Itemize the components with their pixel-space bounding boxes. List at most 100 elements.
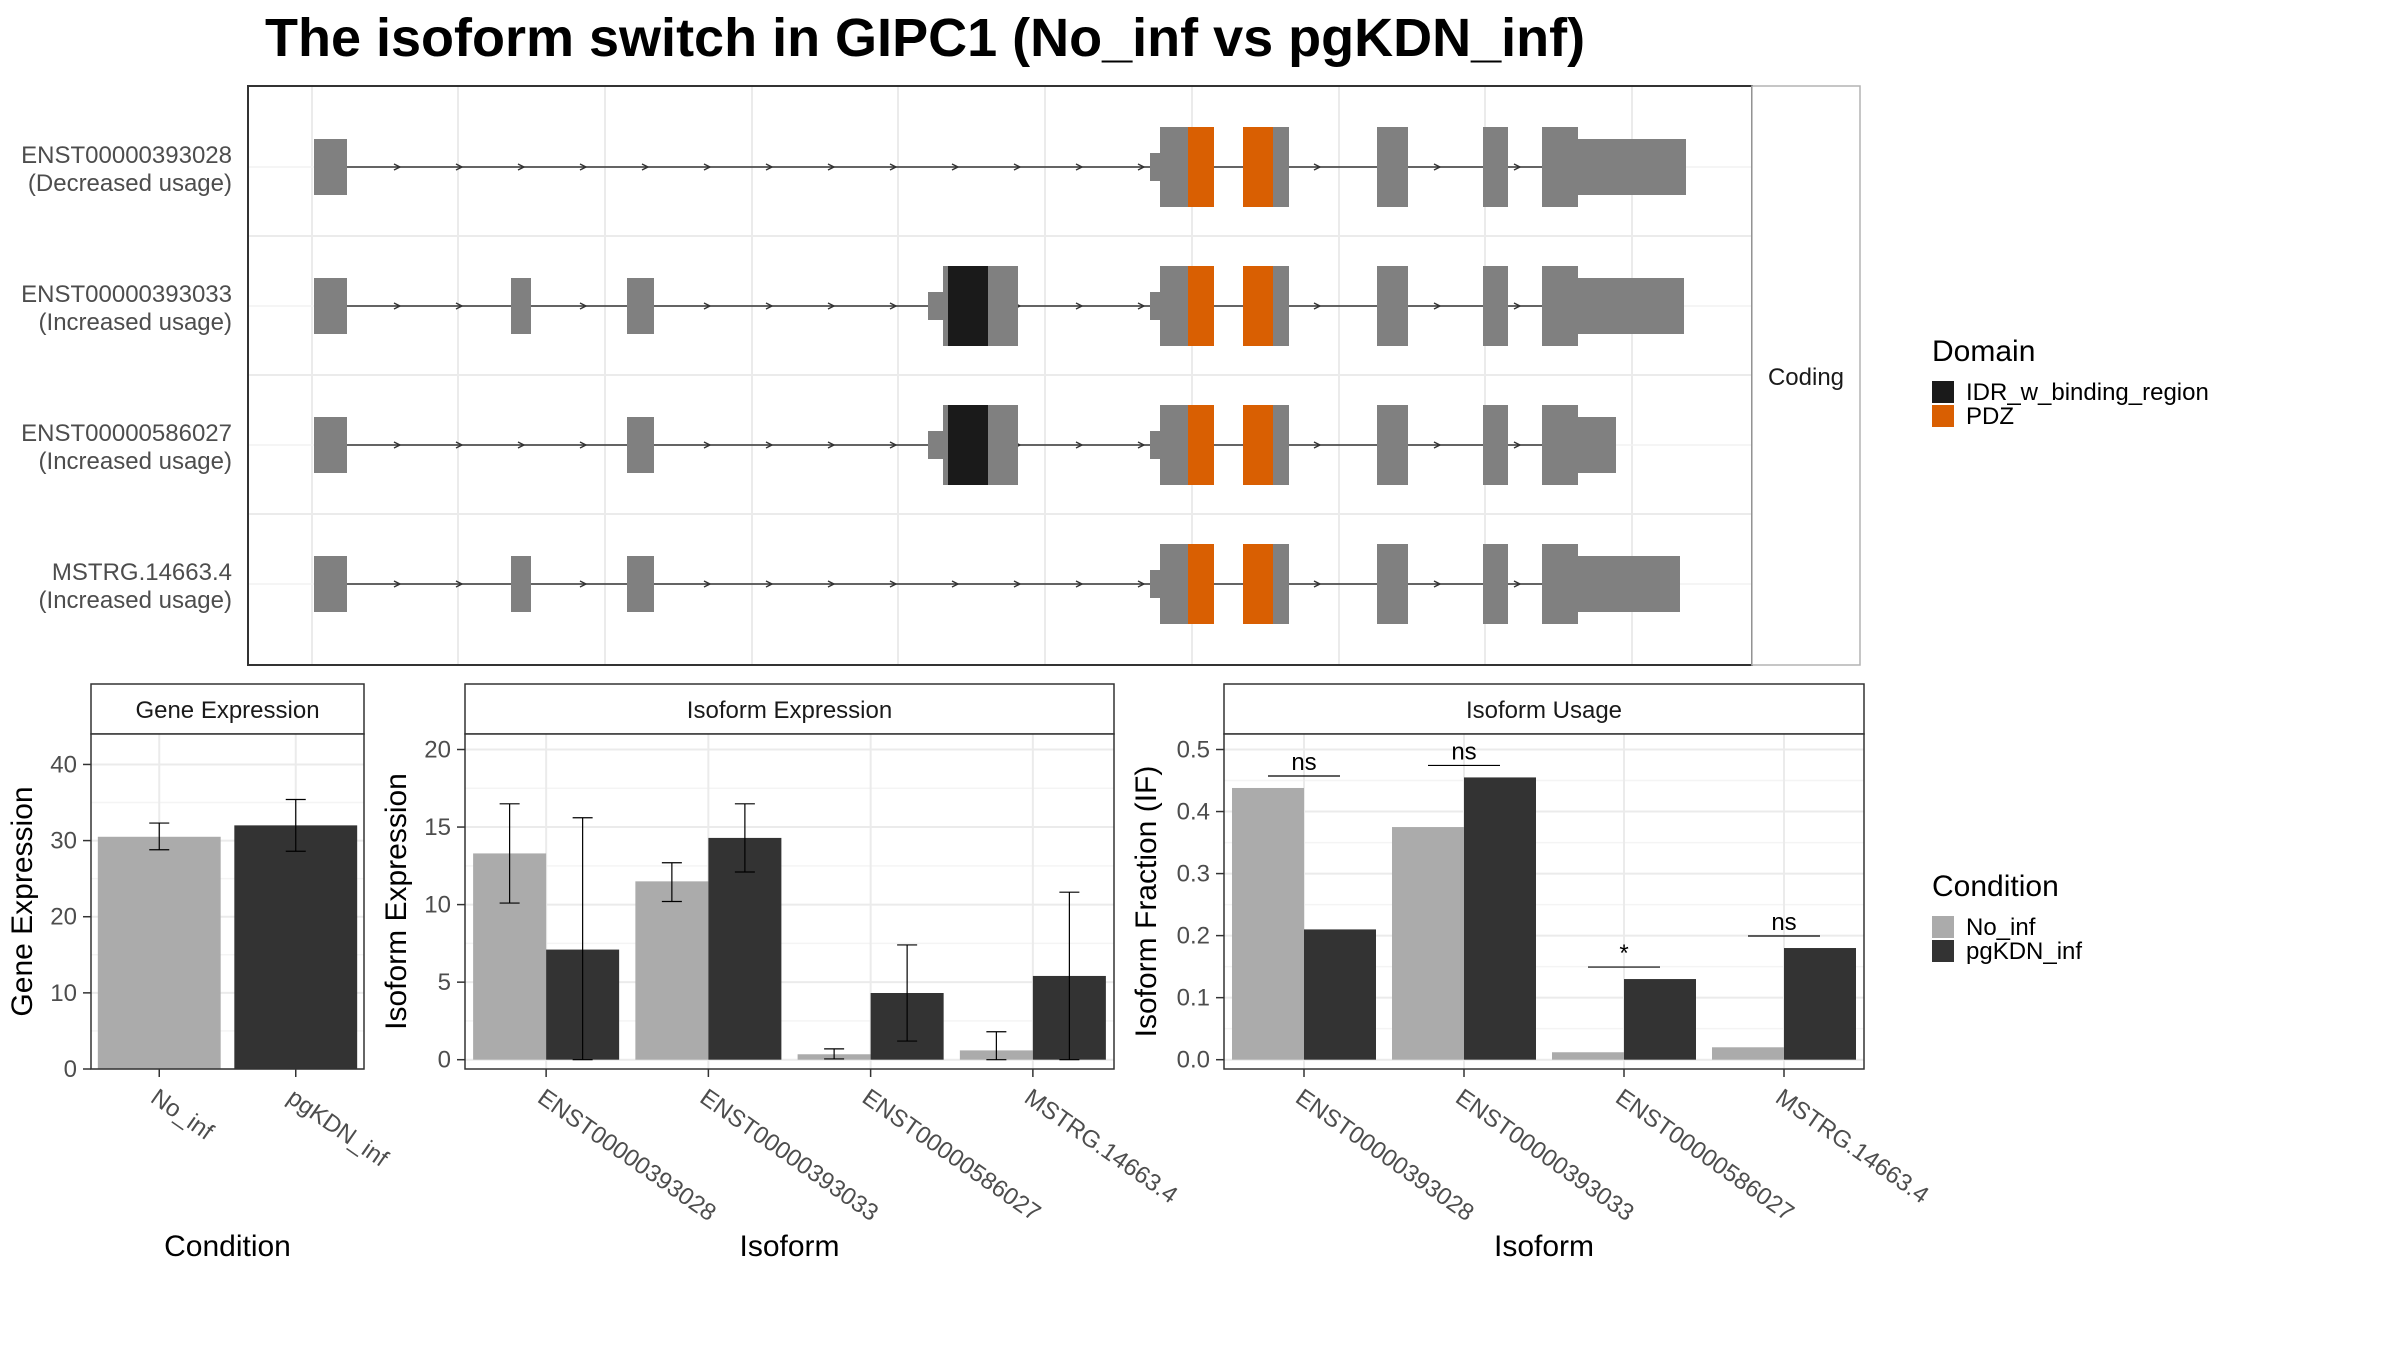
- y-tick-label: 20: [424, 737, 451, 764]
- exon: [943, 266, 948, 346]
- y-axis-title: Isoform Fraction (IF): [1130, 766, 1163, 1038]
- isoform-usage-label: (Decreased usage): [28, 170, 232, 197]
- bar: [1552, 1052, 1624, 1060]
- exon: [627, 556, 654, 612]
- intron-direction-arrow: [1433, 441, 1442, 449]
- isoform-usage-label: (Increased usage): [39, 448, 232, 475]
- intron-direction-arrow: [455, 580, 464, 588]
- panel-border: [1223, 733, 1865, 1070]
- panel-strip: [1223, 683, 1865, 735]
- exon: [1483, 266, 1508, 346]
- panel-border: [90, 733, 365, 1070]
- intron-direction-arrow: [827, 441, 836, 449]
- x-tick-label: No_inf: [146, 1084, 219, 1146]
- y-tick-label: 40: [50, 751, 77, 778]
- isoform-row-enst00000393028: [314, 127, 1686, 207]
- exon: [1160, 405, 1188, 485]
- structure-strip: [1751, 85, 1861, 666]
- intron-direction-arrow: [889, 302, 898, 310]
- condition-legend-label-pgkdn-inf: pgKDN_inf: [1966, 938, 2082, 965]
- exon: [1542, 544, 1578, 624]
- isoform-usage-label: (Increased usage): [39, 587, 232, 614]
- isoform-row-mstrg.14663.4: [314, 544, 1680, 624]
- panel-strip: [464, 683, 1115, 735]
- utr-exon: [1150, 431, 1162, 459]
- intron-direction-arrow: [1513, 163, 1522, 171]
- pdz-domain-exon: [1243, 544, 1273, 624]
- exon: [988, 266, 1018, 346]
- isoform-id-label: ENST00000586027: [21, 420, 232, 447]
- intron-direction-arrow: [827, 580, 836, 588]
- intron-direction-arrow: [1313, 163, 1322, 171]
- y-tick-label: 0: [438, 1047, 451, 1074]
- exon: [1542, 405, 1578, 485]
- exon: [988, 405, 1018, 485]
- bar: [1392, 827, 1464, 1060]
- intron-direction-arrow: [1013, 163, 1022, 171]
- idr-domain-exon: [948, 266, 988, 346]
- significance-label: *: [1619, 940, 1628, 967]
- exon: [1273, 266, 1289, 346]
- exon: [1377, 544, 1408, 624]
- bar: [1784, 948, 1856, 1060]
- bar: [708, 837, 782, 1060]
- idr-domain-exon: [948, 405, 988, 485]
- intron-direction-arrow: [889, 441, 898, 449]
- exon: [943, 405, 948, 485]
- bar: [1304, 929, 1376, 1060]
- isoform-structure-panel: ENST00000393028(Decreased usage) ENST0000…: [21, 85, 1861, 666]
- y-axis-title: Gene Expression: [6, 786, 39, 1016]
- intron-direction-arrow: [703, 302, 712, 310]
- isoform-id-label: ENST00000393033: [21, 281, 232, 308]
- utr-exon: [1578, 556, 1680, 612]
- intron-direction-arrow: [1075, 302, 1084, 310]
- exon: [1377, 405, 1408, 485]
- significance-label: ns: [1771, 909, 1796, 936]
- exon: [1273, 405, 1289, 485]
- isoform-id-label: ENST00000393028: [21, 142, 232, 169]
- isoform-row-enst00000586027: [314, 405, 1616, 485]
- intron-direction-arrow: [455, 441, 464, 449]
- intron-direction-arrow: [889, 163, 898, 171]
- intron-direction-arrow: [1313, 441, 1322, 449]
- domain-legend-label-idr: IDR_w_binding_region: [1966, 379, 2209, 406]
- structure-strip-label: Coding: [1768, 364, 1844, 391]
- x-tick-label: MSTRG.14663.4: [1019, 1084, 1182, 1209]
- intron-direction-arrow: [455, 302, 464, 310]
- isoform-usage-panel: Isoform Usage0.00.10.20.30.40.5ENST00000…: [1130, 683, 1934, 1263]
- exon: [511, 556, 531, 612]
- exon: [314, 417, 347, 473]
- x-tick-label: MSTRG.14663.4: [1771, 1084, 1934, 1209]
- x-axis-title: Isoform: [739, 1230, 839, 1263]
- intron-direction-arrow: [393, 163, 402, 171]
- intron-direction-arrow: [1433, 163, 1442, 171]
- exon: [1273, 544, 1289, 624]
- bar: [1712, 1047, 1784, 1060]
- exon: [627, 278, 654, 334]
- intron-direction-arrow: [1137, 580, 1146, 588]
- y-tick-label: 0.1: [1177, 985, 1210, 1012]
- intron-direction-arrow: [1137, 302, 1146, 310]
- pdz-domain-exon: [1188, 405, 1214, 485]
- intron-direction-arrow: [579, 441, 588, 449]
- exon: [1483, 544, 1508, 624]
- pdz-domain-exon: [1243, 127, 1273, 207]
- isoform-usage-label: (Increased usage): [39, 309, 232, 336]
- pdz-domain-exon: [1243, 266, 1273, 346]
- exon: [511, 278, 531, 334]
- figure-title: The isoform switch in GIPC1 (No_inf vs p…: [265, 8, 1585, 68]
- condition-legend-swatch-pgkdn-inf: [1932, 940, 1954, 962]
- domain-legend-swatch-idr: [1932, 381, 1954, 403]
- exon: [627, 417, 654, 473]
- intron-direction-arrow: [1137, 163, 1146, 171]
- y-axis-title: Isoform Expression: [380, 773, 413, 1030]
- condition-legend-title: Condition: [1932, 870, 2059, 903]
- intron-direction-arrow: [455, 163, 464, 171]
- y-tick-label: 0.0: [1177, 1047, 1210, 1074]
- intron-direction-arrow: [951, 580, 960, 588]
- intron-direction-arrow: [889, 580, 898, 588]
- intron-direction-arrow: [1513, 580, 1522, 588]
- intron-direction-arrow: [641, 163, 650, 171]
- condition-legend: Condition No_inf pgKDN_inf: [1932, 870, 2082, 965]
